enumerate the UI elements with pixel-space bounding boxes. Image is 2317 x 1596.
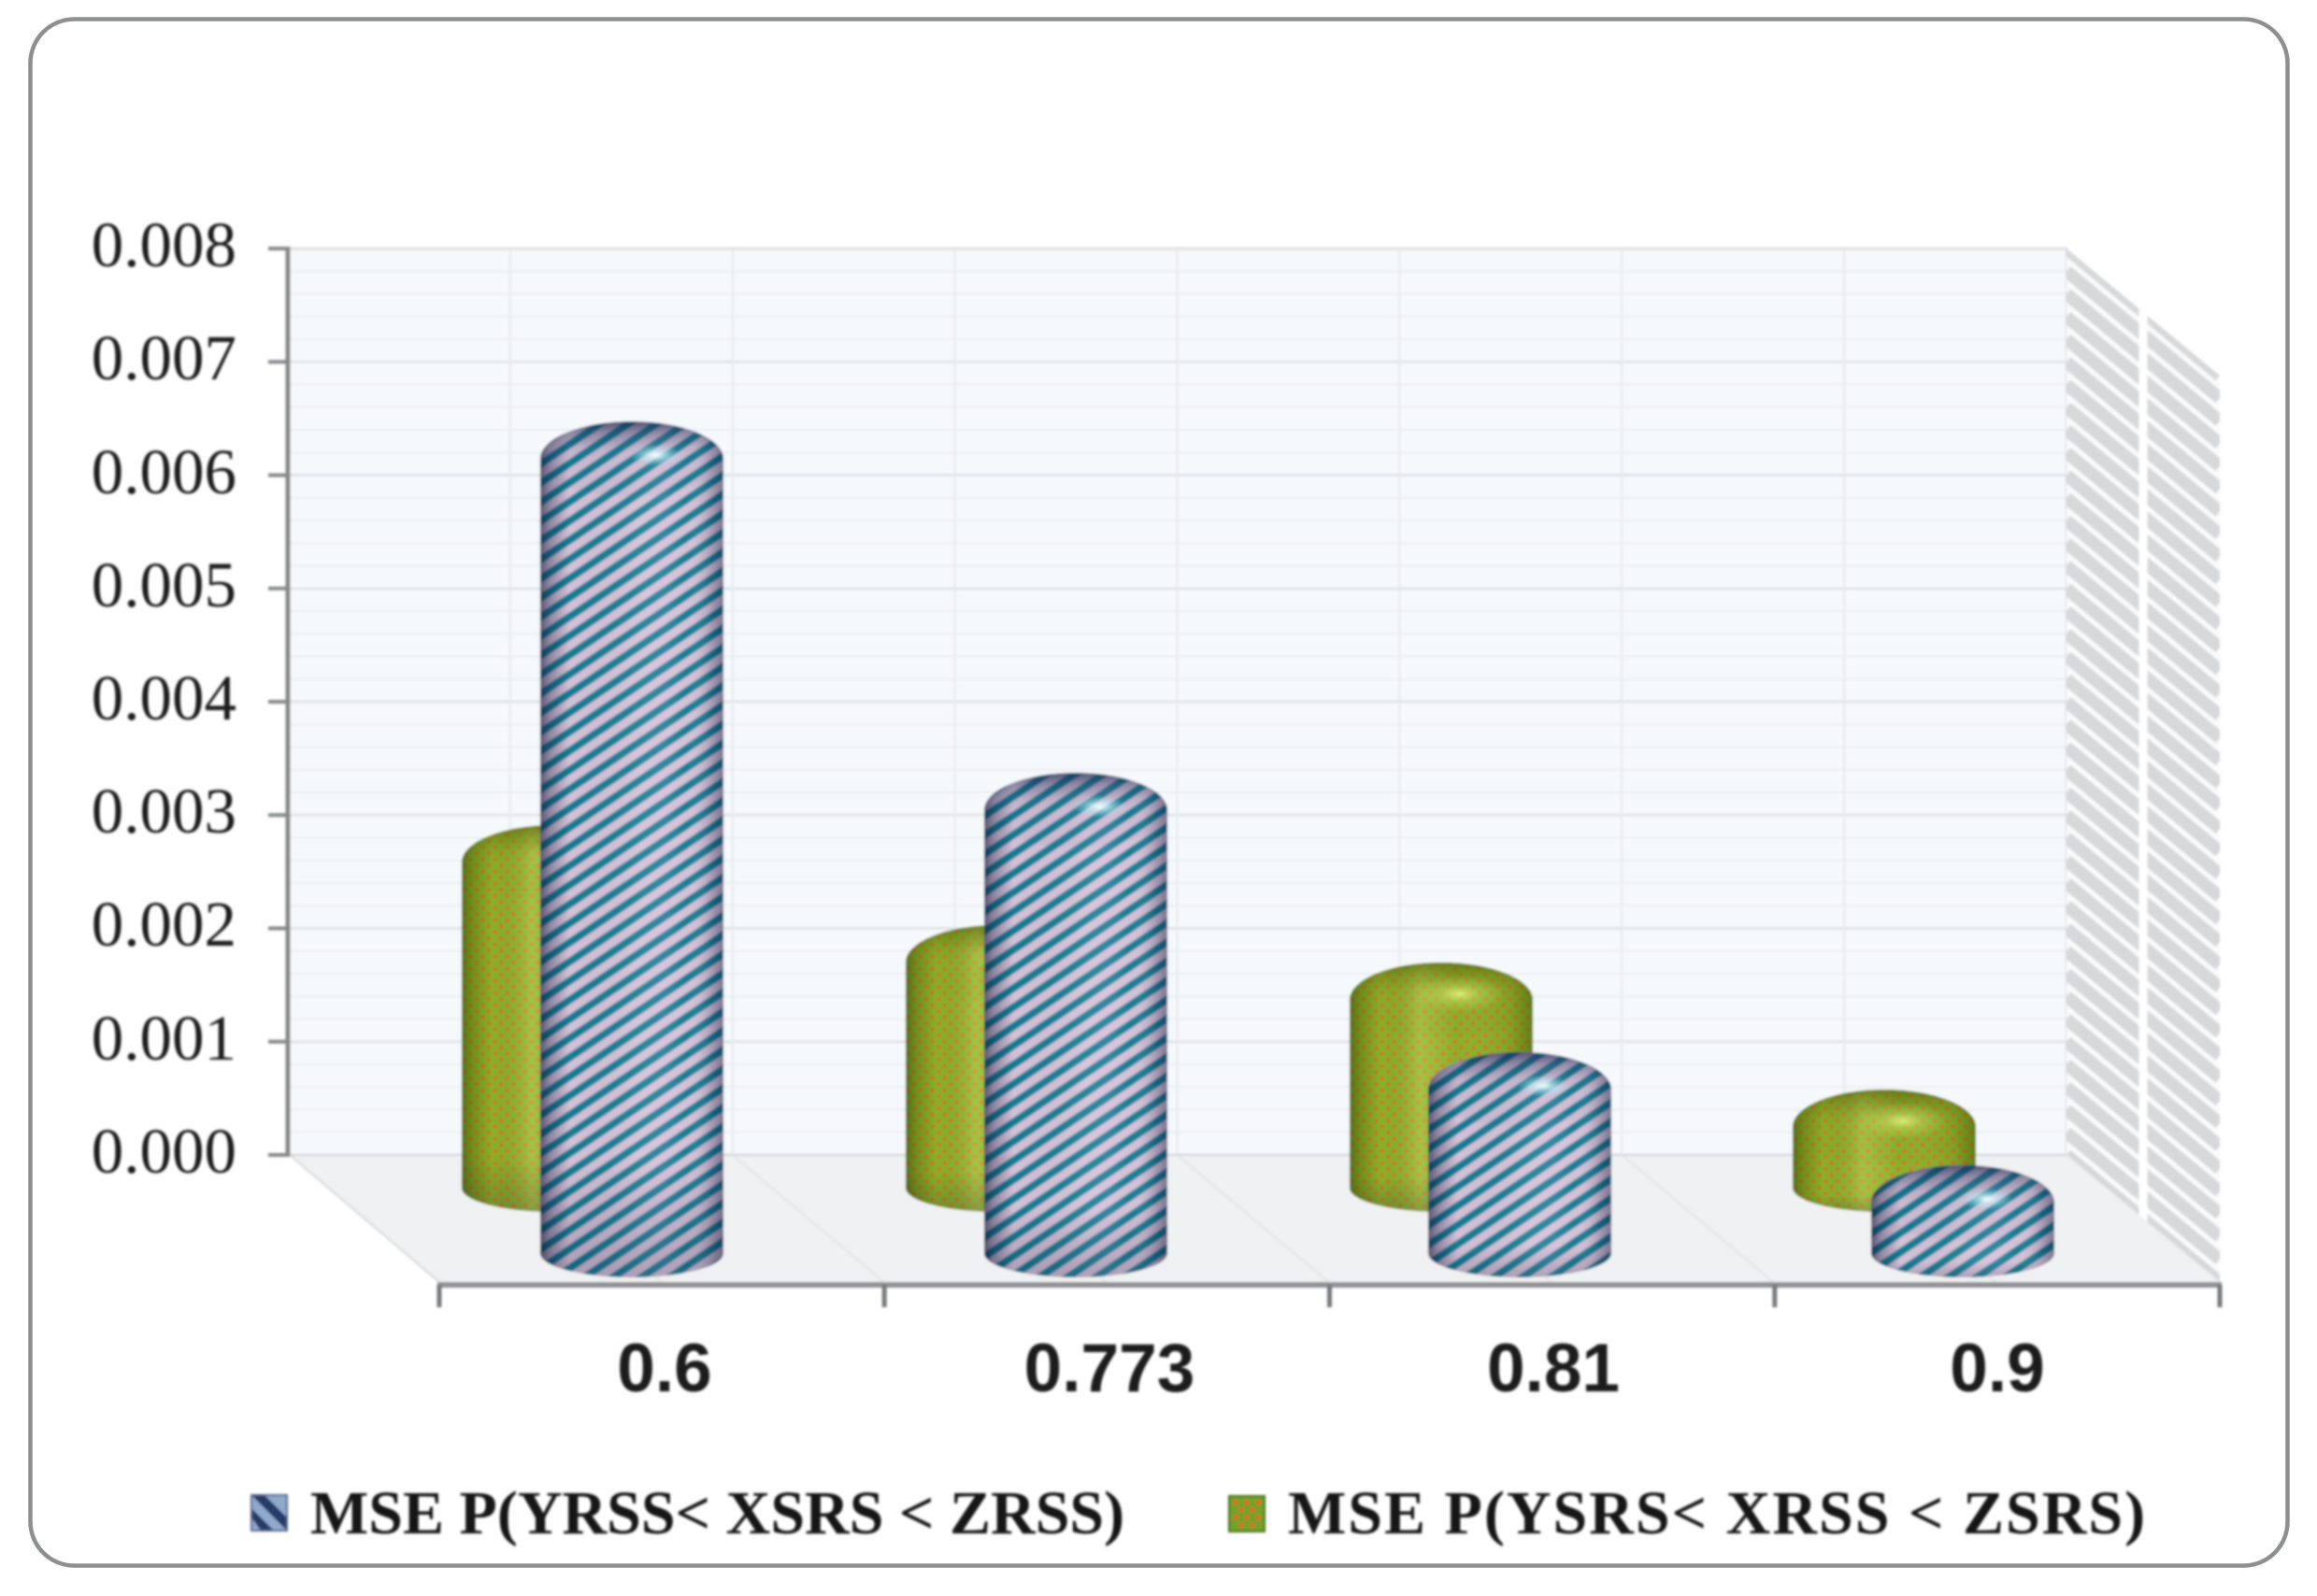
svg-text:0.008: 0.008 bbox=[92, 209, 236, 280]
svg-text:0.81: 0.81 bbox=[1487, 1331, 1620, 1406]
svg-text:0.002: 0.002 bbox=[92, 889, 236, 960]
svg-text:0.007: 0.007 bbox=[92, 322, 236, 393]
svg-text:0.006: 0.006 bbox=[92, 436, 236, 507]
svg-text:MSE P(YRSS< XSRS < ZRSS): MSE P(YRSS< XSRS < ZRSS) bbox=[310, 1479, 1124, 1547]
svg-text:0.005: 0.005 bbox=[92, 549, 236, 620]
svg-text:MSE P(YSRS< XRSS < ZSRS): MSE P(YSRS< XRSS < ZSRS) bbox=[1288, 1479, 2147, 1547]
svg-text:0.6: 0.6 bbox=[617, 1331, 711, 1406]
svg-text:0.001: 0.001 bbox=[92, 1003, 236, 1074]
svg-text:0.003: 0.003 bbox=[92, 776, 236, 847]
svg-text:0.004: 0.004 bbox=[92, 663, 236, 734]
svg-text:0.000: 0.000 bbox=[92, 1116, 236, 1187]
svg-text:0.9: 0.9 bbox=[1950, 1331, 2044, 1406]
svg-text:0.773: 0.773 bbox=[1024, 1331, 1195, 1406]
